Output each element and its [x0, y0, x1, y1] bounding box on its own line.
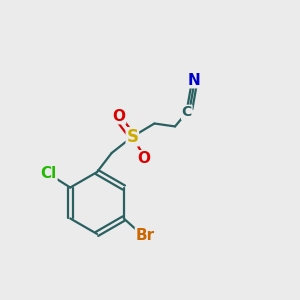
Text: O: O: [138, 151, 151, 166]
Text: Cl: Cl: [40, 166, 57, 181]
Text: S: S: [126, 128, 138, 146]
Text: N: N: [188, 73, 200, 88]
Text: Br: Br: [135, 228, 154, 243]
Text: O: O: [112, 109, 126, 124]
Text: C: C: [182, 105, 192, 119]
